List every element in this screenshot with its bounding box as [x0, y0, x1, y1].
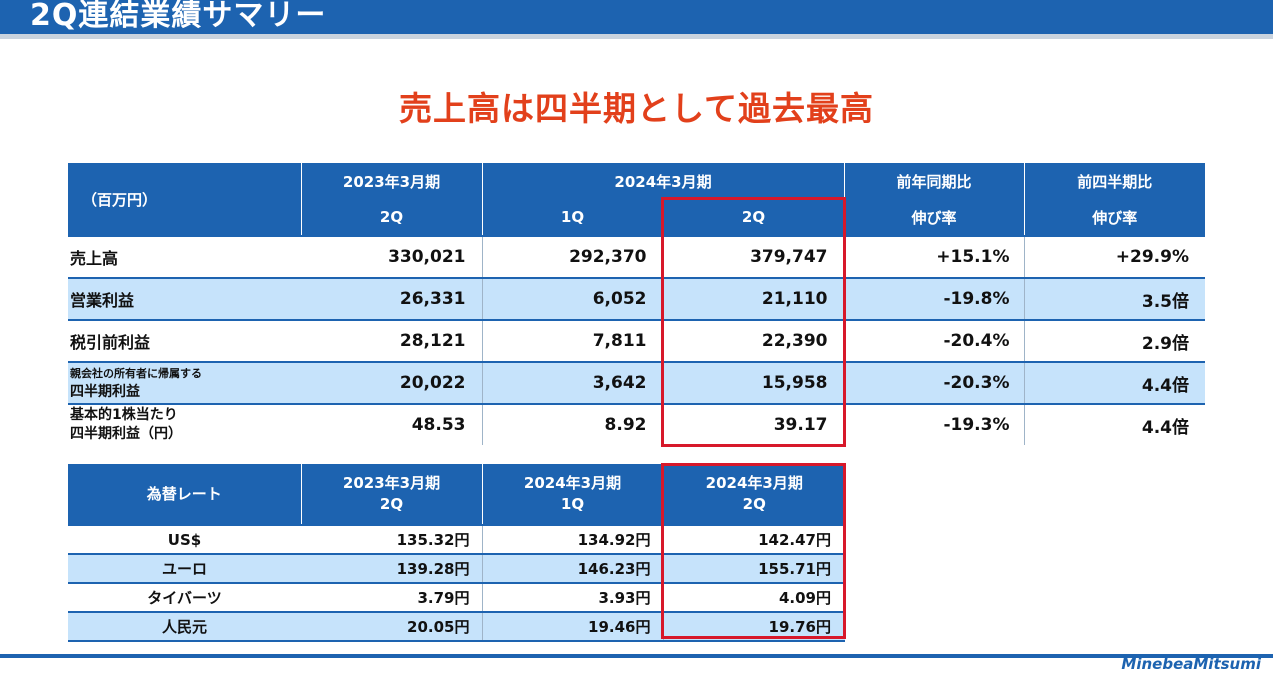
sub-header: 伸び率	[844, 199, 1025, 236]
currency-label: 人民元	[68, 611, 301, 642]
cell-value: 146.23円	[482, 553, 664, 583]
period-2024-header: 2024年3月期	[482, 163, 845, 199]
fx-header-line: 2023年3月期	[342, 474, 441, 492]
cell-value: 155.71円	[663, 553, 845, 583]
cell-value: -20.3%	[844, 361, 1025, 404]
cell-value: 26,331	[301, 277, 483, 320]
fx-header-line: 2Q	[379, 495, 404, 513]
cell-value: 3.79円	[301, 582, 483, 612]
row-label: 税引前利益	[68, 319, 301, 362]
table-row: US$ 135.32円 134.92円 142.47円	[68, 524, 845, 554]
cell-value: 142.47円	[663, 524, 845, 554]
cell-value: -20.4%	[844, 319, 1025, 362]
unit-label: （百万円）	[68, 163, 302, 236]
currency-label: タイバーツ	[68, 582, 301, 612]
fx-column-header: 2023年3月期 2Q	[301, 464, 483, 525]
cell-value: 135.32円	[301, 524, 483, 554]
sub-header: 1Q	[482, 199, 664, 236]
cell-value: 20.05円	[301, 611, 483, 642]
row-label: 売上高	[68, 235, 301, 278]
cell-value: 3.93円	[482, 582, 664, 612]
cell-value: 39.17	[663, 403, 845, 445]
cell-value: 8.92	[482, 403, 664, 445]
fx-header-line: 2Q	[742, 495, 766, 513]
table-row: 親会社の所有者に帰属する 四半期利益 20,022 3,642 15,958 -…	[68, 361, 1205, 404]
fx-title: 為替レート	[68, 464, 302, 525]
cell-value: 134.92円	[482, 524, 664, 554]
headline: 売上高は四半期として過去最高	[398, 89, 874, 128]
cell-value: 379,747	[663, 235, 845, 278]
cell-value: 2.9倍	[1024, 319, 1205, 362]
cell-value: 21,110	[663, 277, 845, 320]
table-row: 人民元 20.05円 19.46円 19.76円	[68, 611, 845, 642]
cell-value: 3,642	[482, 361, 664, 404]
summary-table: （百万円） 2023年3月期 2024年3月期 前年同期比 前四半期比 2Q 1…	[68, 163, 1205, 445]
table-row: 売上高 330,021 292,370 379,747 +15.1% +29.9…	[68, 235, 1205, 278]
cell-value: 22,390	[663, 319, 845, 362]
row-label: 基本的1株当たり 四半期利益（円）	[68, 403, 301, 445]
yoy-header: 前年同期比	[844, 163, 1025, 199]
row-label-line: 親会社の所有者に帰属する	[70, 367, 202, 380]
row-label-line: 四半期利益（円）	[70, 426, 182, 442]
fx-column-header: 2024年3月期 1Q	[482, 464, 664, 525]
cell-value: 15,958	[663, 361, 845, 404]
cell-value: -19.8%	[844, 277, 1025, 320]
cell-value: 20,022	[301, 361, 483, 404]
table-row: 基本的1株当たり 四半期利益（円） 48.53 8.92 39.17 -19.3…	[68, 403, 1205, 445]
highlight-box-fx-2q	[661, 463, 846, 639]
page-title: 2Q連結業績サマリー	[30, 0, 327, 33]
header-bar: 2Q連結業績サマリー	[0, 0, 1273, 34]
cell-value: 4.09円	[663, 582, 845, 612]
highlight-box-2q	[661, 197, 846, 447]
fx-header-line: 2024年3月期	[523, 474, 622, 492]
cell-value: 3.5倍	[1024, 277, 1205, 320]
cell-value: 4.4倍	[1024, 403, 1205, 445]
cell-value: 292,370	[482, 235, 664, 278]
cell-value: +15.1%	[844, 235, 1025, 278]
cell-value: 19.76円	[663, 611, 845, 642]
cell-value: 6,052	[482, 277, 664, 320]
qoq-header: 前四半期比	[1024, 163, 1205, 199]
row-label: 営業利益	[68, 277, 301, 320]
table-row: ユーロ 139.28円 146.23円 155.71円	[68, 553, 845, 583]
cell-value: 19.46円	[482, 611, 664, 642]
cell-value: 139.28円	[301, 553, 483, 583]
row-label: 親会社の所有者に帰属する 四半期利益	[68, 361, 301, 404]
header-divider	[0, 34, 1273, 39]
fx-rate-table: 為替レート 2023年3月期 2Q 2024年3月期 1Q 2024年3月期 2…	[68, 464, 845, 642]
cell-value: 7,811	[482, 319, 664, 362]
sub-header: 2Q	[301, 199, 483, 236]
row-label-line: 基本的1株当たり	[70, 407, 178, 423]
company-logo: MinebeaMitsumi	[1121, 655, 1261, 673]
table-row: 税引前利益 28,121 7,811 22,390 -20.4% 2.9倍	[68, 319, 1205, 362]
table-row: 営業利益 26,331 6,052 21,110 -19.8% 3.5倍	[68, 277, 1205, 320]
cell-value: +29.9%	[1024, 235, 1205, 278]
footer-divider	[0, 654, 1273, 658]
period-2023-header: 2023年3月期	[301, 163, 483, 199]
fx-column-header: 2024年3月期 2Q	[663, 464, 845, 525]
fx-header-line: 2024年3月期	[705, 474, 803, 492]
cell-value: -19.3%	[844, 403, 1025, 445]
cell-value: 330,021	[301, 235, 483, 278]
cell-value: 28,121	[301, 319, 483, 362]
sub-header: 伸び率	[1024, 199, 1205, 236]
sub-header: 2Q	[663, 199, 845, 236]
cell-value: 48.53	[301, 403, 483, 445]
cell-value: 4.4倍	[1024, 361, 1205, 404]
currency-label: ユーロ	[68, 553, 301, 583]
fx-header-line: 1Q	[560, 495, 585, 513]
currency-label: US$	[68, 524, 301, 554]
row-label-line: 四半期利益	[70, 384, 140, 400]
table-row: タイバーツ 3.79円 3.93円 4.09円	[68, 582, 845, 612]
